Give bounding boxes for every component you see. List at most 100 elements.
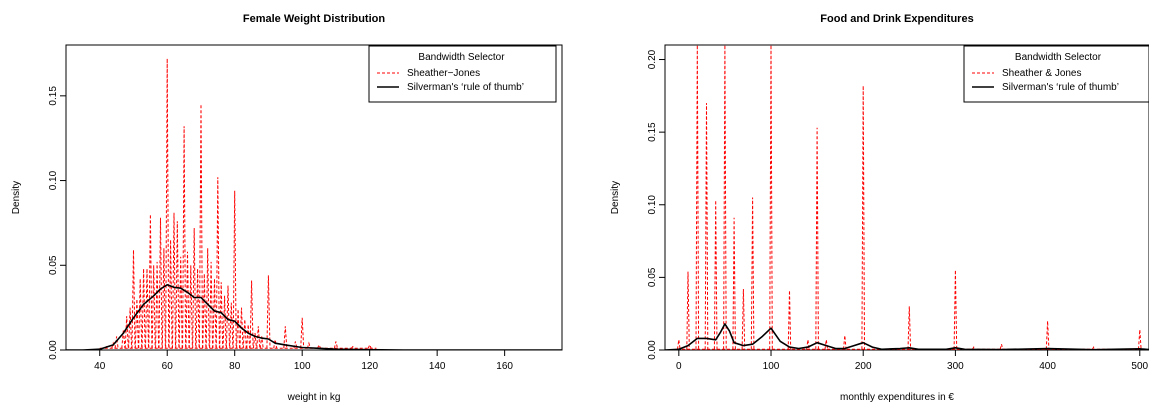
y-tick-label: 0.05 (48, 255, 59, 275)
y-tick-label: 0.00 (647, 340, 658, 360)
chart-panel-expenditures: Food and Drink Expenditures monthly expe… (610, 13, 1149, 403)
density-spike (242, 319, 247, 349)
density-spike (168, 239, 173, 349)
x-tick-label: 100 (294, 361, 311, 372)
density-spike (306, 341, 311, 349)
x-tick-label: 100 (763, 361, 780, 372)
x-tick-label: 200 (855, 361, 872, 372)
legend-label-silverman: Silverman's ‘rule of thumb’ (1002, 82, 1119, 93)
density-spike (161, 248, 166, 349)
density-spike (273, 339, 278, 349)
density-spike (787, 290, 792, 350)
legend: Bandwidth Selector Sheather−Jones Silver… (368, 45, 557, 103)
density-spike (861, 85, 865, 350)
x-tick-label: 0 (676, 361, 682, 372)
y-tick-label: 0.15 (647, 122, 658, 142)
legend-box (963, 45, 1149, 103)
density-spike (732, 217, 736, 350)
density-spike (138, 278, 143, 349)
x-tick-label: 120 (361, 361, 378, 372)
x-tick-label: 140 (429, 361, 446, 372)
density-spike (972, 346, 976, 350)
chart-title: Food and Drink Expenditures (820, 13, 973, 25)
y-tick-label: 0.05 (647, 267, 658, 287)
density-spike (1045, 320, 1050, 350)
density-spike (259, 336, 264, 349)
legend-title: Bandwidth Selector (1015, 52, 1102, 63)
density-spike (266, 275, 271, 349)
y-tick-label: 0.15 (48, 86, 59, 106)
density-spike (155, 261, 160, 349)
density-spike (232, 190, 237, 349)
density-spike (741, 288, 746, 350)
density-spike (704, 103, 709, 350)
x-tick-label: 500 (1131, 361, 1148, 372)
density-spike (145, 268, 149, 349)
density-spike (256, 326, 261, 349)
density-spike (229, 302, 234, 349)
x-tick-label: 60 (162, 361, 174, 372)
density-spike (111, 341, 116, 349)
density-curve (665, 323, 1149, 350)
density-spike (192, 227, 197, 349)
density-spike (236, 309, 241, 349)
legend-box (368, 45, 557, 103)
legend-title: Bandwidth Selector (418, 52, 505, 63)
density-spike (151, 265, 156, 349)
density-spike (209, 261, 214, 349)
density-spike (843, 335, 847, 350)
x-axis-label: monthly expenditures in € (840, 392, 954, 403)
density-spike (350, 345, 355, 349)
density-spike (182, 126, 187, 349)
x-tick-label: 400 (1039, 361, 1056, 372)
chart-title: Female Weight Distribution (243, 13, 385, 25)
density-spike (195, 268, 200, 349)
density-spike (815, 127, 819, 350)
density-spike (134, 299, 139, 349)
x-tick-label: 300 (947, 361, 964, 372)
density-spike (283, 326, 288, 349)
density-spike (205, 248, 210, 349)
density-spike (695, 45, 700, 350)
y-tick-label: 0.20 (647, 49, 658, 69)
x-axis-label: weight in kg (287, 392, 341, 403)
density-spike (175, 221, 180, 349)
density-spike (249, 280, 254, 349)
density-spike (769, 45, 773, 350)
density-spike (185, 251, 190, 349)
density-spike (131, 249, 136, 349)
plot-frame (65, 44, 563, 351)
y-axis-label: Density (11, 181, 22, 214)
x-tick-label: 80 (229, 361, 241, 372)
density-spike (367, 343, 372, 349)
density-spike (198, 104, 203, 349)
density-spike (188, 265, 193, 349)
density-spike (723, 45, 727, 350)
density-spike (114, 336, 119, 349)
density-spike (300, 317, 305, 349)
x-tick-label: 160 (496, 361, 513, 372)
density-spike (141, 268, 146, 349)
y-tick-label: 0.10 (48, 170, 59, 190)
density-spike (677, 339, 681, 350)
density-spike (165, 58, 170, 349)
density-spike (225, 285, 230, 349)
legend-label-silverman: Silverman's ‘rule of thumb’ (407, 82, 524, 93)
density-spike (999, 344, 1004, 350)
density-spike (750, 197, 755, 350)
density-spike (178, 256, 183, 349)
density-spike (907, 306, 912, 350)
legend: Bandwidth Selector Sheather & Jones Silv… (963, 45, 1149, 103)
density-spike (713, 200, 718, 350)
density-spike (219, 282, 224, 349)
density-spike (158, 217, 163, 349)
density-spike (215, 177, 220, 349)
density-spike (121, 329, 126, 349)
density-spike (246, 324, 251, 349)
y-tick-label: 0.10 (647, 195, 658, 215)
density-curve (66, 284, 562, 350)
density-spike (333, 341, 338, 349)
density-spike (172, 212, 176, 349)
chart-panel-weight: Female Weight Distribution weight in kg … (11, 13, 563, 403)
